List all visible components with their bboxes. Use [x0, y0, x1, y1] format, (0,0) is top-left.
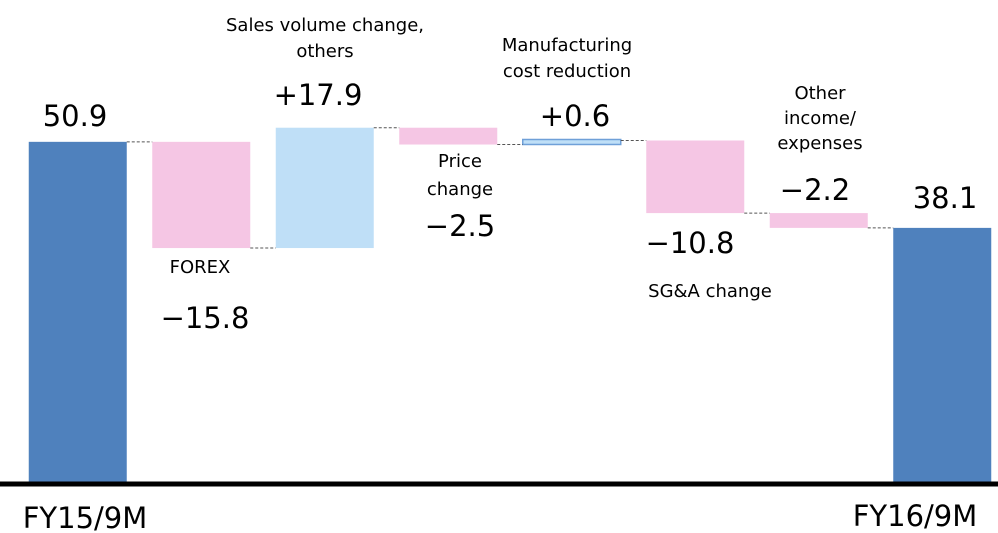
value-label: −10.8: [646, 226, 735, 260]
value-label: −2.5: [425, 209, 495, 243]
bar: [399, 127, 498, 145]
category-label: Other: [794, 83, 846, 104]
bar: [522, 138, 622, 146]
category-label: SG&A change: [648, 281, 772, 302]
category-label: income/: [784, 108, 857, 129]
value-label: 50.9: [43, 99, 108, 133]
category-label: others: [296, 41, 353, 62]
category-label: Price: [438, 151, 482, 172]
bar: [28, 141, 127, 485]
category-label: Sales volume change,: [226, 15, 424, 36]
category-label: change: [427, 179, 493, 200]
bar: [769, 213, 868, 228]
value-label: −15.8: [161, 301, 250, 335]
category-label: FOREX: [170, 257, 231, 278]
bar: [275, 127, 374, 249]
bar: [646, 140, 745, 214]
category-label: Manufacturing: [502, 35, 632, 56]
bar: [152, 141, 251, 249]
value-label: +17.9: [274, 78, 363, 112]
category-label: FY16/9M: [853, 499, 978, 533]
value-label: −2.2: [780, 173, 850, 207]
value-label: +0.6: [540, 99, 610, 133]
category-label: cost reduction: [503, 61, 631, 82]
bar: [893, 227, 992, 484]
value-label: 38.1: [913, 181, 978, 215]
category-label: expenses: [777, 133, 862, 154]
category-label: FY15/9M: [23, 501, 148, 533]
